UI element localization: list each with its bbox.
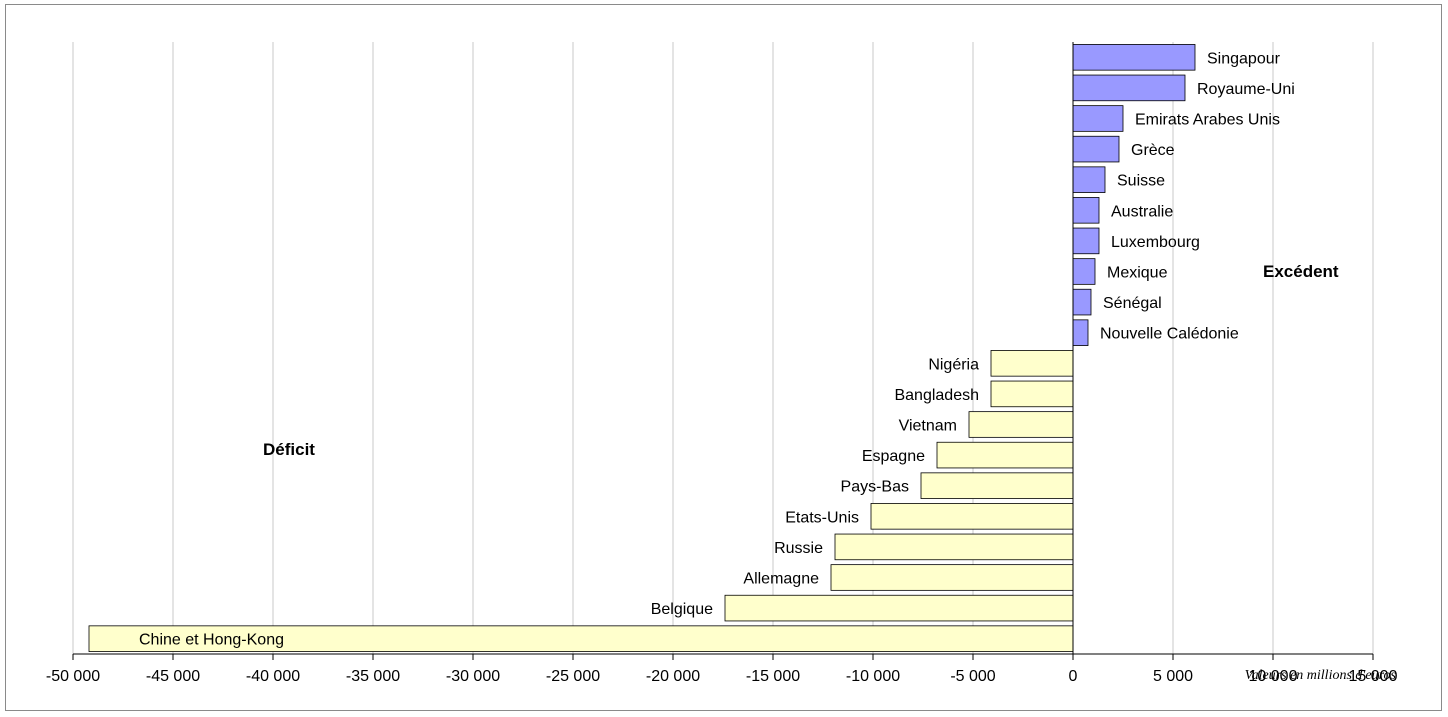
x-axis: -50 000 -45 000 -40 000 -35 000 -30 000 -25 0… [46,42,1398,685]
x-tick-label: 0 [1069,668,1078,685]
bar-labels: Singapour Royaume-Uni Emirats Arabes Unis G… [139,50,1295,648]
bar-belgique [724,594,1074,622]
bar-allemagne [830,564,1074,591]
bar-label: Singapour [1207,50,1281,67]
x-tick-label: -10 000 [846,668,900,685]
bar-label: Belgique [651,601,713,618]
bar-label: Suisse [1117,173,1165,190]
bar-label: Russie [774,540,823,557]
x-tick-label: -20 000 [646,668,700,685]
bar-nig-ria [990,350,1074,377]
bar-vietnam [968,411,1074,438]
chart-container: -50 000 -45 000 -40 000 -35 000 -30 000 -25 0… [5,4,1442,711]
bar-espagne [936,441,1074,469]
unit-note: Valeurs en millions d'euros [1245,668,1397,683]
bar-bangladesh [990,380,1074,408]
bar-etats-unis [870,503,1074,530]
bar-label: Luxembourg [1111,234,1200,251]
bar-pays-bas [920,472,1074,499]
bar-nouvelle-cal-donie [1072,319,1089,346]
bar-label: Grèce [1131,142,1175,159]
bar-emirats-arabes-unis [1072,105,1124,132]
x-tick-label: 10 000 [1249,668,1298,685]
bar-singapour [1072,44,1196,71]
bar-luxembourg [1072,227,1100,255]
bar-suisse [1072,166,1106,193]
bar-label: Nouvelle Calédonie [1100,326,1239,343]
bar-label: Sénégal [1103,295,1162,312]
x-tick-label: -25 000 [546,668,600,685]
bar-label: Emirats Arabes Unis [1135,112,1280,129]
x-tick-label: -40 000 [246,668,300,685]
bar-mexique [1072,258,1096,285]
bar-label: Bangladesh [894,387,979,404]
grid-lines [72,42,1374,654]
bar-label: Australie [1111,203,1173,220]
surplus-annotation: Excédent [1263,262,1339,281]
x-tick-label: -50 000 [46,668,100,685]
bar-label: Mexique [1107,265,1168,282]
trade-balance-bar-chart: -50 000 -45 000 -40 000 -35 000 -30 000 -25 0… [46,42,1398,685]
bar-label: Pays-Bas [841,479,909,496]
bar-gr-ce [1072,135,1120,163]
x-tick-label: -45 000 [146,668,200,685]
bar-russie [834,533,1074,561]
bar-chine-et-hong-kong [88,625,1074,652]
bar-label: Nigéria [928,356,979,373]
x-tick-label: -5 000 [950,668,995,685]
bar-label: Chine et Hong-Kong [139,632,284,649]
deficit-annotation: Déficit [263,440,315,459]
bars [88,44,1196,652]
bar-label: Etats-Unis [785,509,859,526]
bar-label: Royaume-Uni [1197,81,1295,98]
bar-label: Allemagne [743,571,819,588]
x-tick-label: 15 000 [1349,668,1398,685]
bar-s-n-gal [1072,288,1092,316]
x-tick-label: -30 000 [446,668,500,685]
x-tick-label: -35 000 [346,668,400,685]
bar-australie [1072,197,1100,224]
x-tick-label: -15 000 [746,668,800,685]
bar-royaume-uni [1072,74,1186,102]
bar-label: Vietnam [899,418,957,435]
bar-label: Espagne [862,448,925,465]
x-tick-label: 5 000 [1153,668,1193,685]
